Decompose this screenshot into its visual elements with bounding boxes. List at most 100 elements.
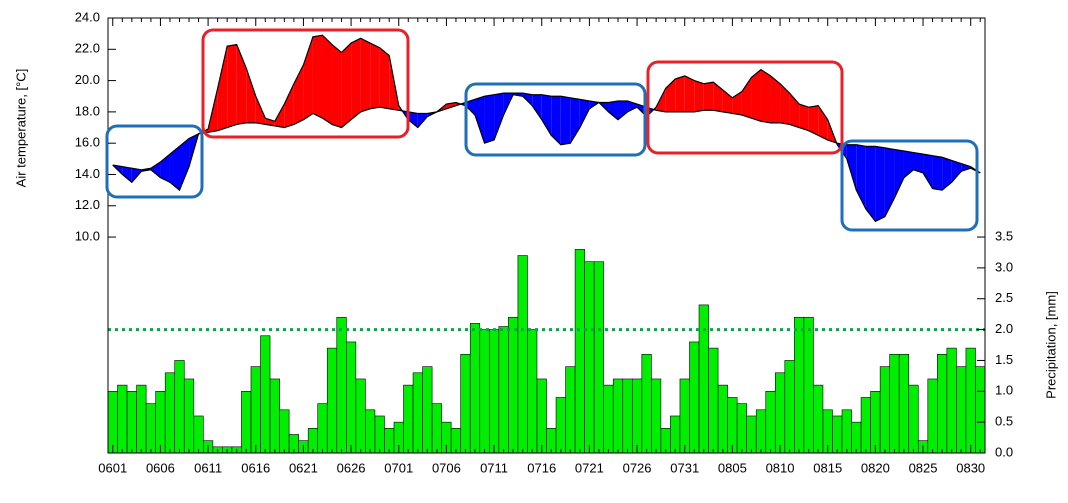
anomaly-fill (865, 146, 876, 222)
bar (279, 409, 290, 454)
x-tick-label: 0726 (623, 460, 652, 475)
y2-tick-label: 2.5 (995, 290, 1013, 305)
anomaly-fill (370, 43, 380, 109)
y-tick-label: 24.0 (75, 9, 100, 24)
anomaly-fill (770, 75, 781, 123)
anomaly-fill (160, 154, 170, 183)
bar (908, 384, 919, 454)
anomaly-fill (856, 144, 866, 209)
x-tick-label: 0611 (194, 460, 222, 475)
y2-tick-label: 0.5 (995, 414, 1013, 429)
x-tick-label: 0731 (670, 460, 699, 475)
bar (422, 366, 433, 454)
bar (727, 397, 738, 454)
bar (374, 415, 385, 454)
bar (736, 403, 747, 454)
bar (708, 347, 719, 454)
highlight-box (646, 60, 844, 155)
bar (469, 323, 481, 454)
anomaly-fill (751, 69, 761, 122)
y2-tick-label: 1.5 (995, 352, 1013, 367)
anomaly-fill (465, 99, 476, 116)
bar (145, 403, 156, 454)
bar (584, 261, 595, 454)
anomaly-fill (179, 138, 190, 191)
plot-frame (107, 17, 986, 454)
bar (326, 347, 338, 454)
bar (813, 384, 824, 454)
y2-tick-label: 3.5 (995, 228, 1013, 243)
temperature-line (112, 92, 981, 174)
anomaly-fill (303, 36, 313, 120)
anomaly-fill (236, 44, 247, 125)
bar (498, 326, 509, 454)
x-tick-label: 0621 (289, 460, 318, 475)
bar (126, 390, 137, 454)
y2-tick-label: 2.0 (995, 321, 1013, 336)
x-tick-label: 0825 (909, 460, 938, 475)
y-tick-label: 10.0 (75, 229, 100, 244)
x-tick-label: 0706 (432, 460, 461, 475)
anomaly-fill (808, 105, 819, 136)
anomaly-fill (818, 105, 828, 141)
bar (603, 384, 614, 454)
bar (755, 409, 767, 454)
bar (555, 397, 566, 454)
bar (536, 378, 547, 454)
bar (508, 316, 519, 454)
anomaly-fill (332, 44, 342, 128)
bar (403, 384, 414, 454)
anomaly-fill (942, 157, 952, 191)
bar (889, 353, 900, 454)
anomaly-fill (579, 99, 590, 128)
anomaly-fill (684, 75, 695, 112)
anomaly-fill (274, 104, 285, 128)
anomaly-fill (894, 149, 904, 198)
anomaly-fill (284, 83, 294, 128)
bar (431, 403, 442, 454)
anomaly-fill (360, 38, 371, 112)
bar (689, 341, 700, 454)
anomaly-fill (150, 161, 161, 178)
bar (774, 372, 786, 454)
x-tick-label: 0626 (337, 460, 366, 475)
bar (870, 390, 881, 454)
bar (679, 378, 690, 454)
anomaly-fill (617, 100, 628, 120)
bar (412, 372, 423, 454)
x-tick-label: 0606 (146, 460, 175, 475)
plot-area (107, 34, 986, 454)
anomaly-fill (665, 79, 676, 112)
x-tick-label: 0711 (480, 460, 508, 475)
bar (155, 390, 166, 454)
bar (460, 353, 471, 454)
anomaly-fill (265, 118, 275, 126)
temperature-line (112, 34, 981, 223)
bar (937, 353, 948, 454)
bar (489, 329, 500, 454)
highlight-box (201, 28, 410, 139)
bar (765, 390, 776, 454)
anomaly-fill (875, 146, 885, 222)
anomaly-fill (732, 91, 742, 116)
bar (107, 390, 118, 454)
anomaly-fill (846, 144, 857, 191)
anomaly-fill (560, 96, 571, 145)
anomaly-fill (475, 96, 485, 144)
anomaly-fill (951, 160, 962, 183)
bar (346, 341, 357, 454)
bar (746, 415, 757, 454)
highlight-box (840, 139, 979, 232)
bar (794, 316, 805, 454)
highlight-box (105, 124, 204, 199)
anomaly-fill (913, 152, 924, 173)
bar (784, 360, 795, 454)
anomaly-fill (122, 166, 132, 183)
anomaly-fill (703, 82, 714, 111)
anomaly-fill (713, 82, 723, 112)
bar (832, 415, 843, 454)
x-tick-label: 0701 (384, 460, 413, 475)
anomaly-fill (551, 96, 561, 145)
